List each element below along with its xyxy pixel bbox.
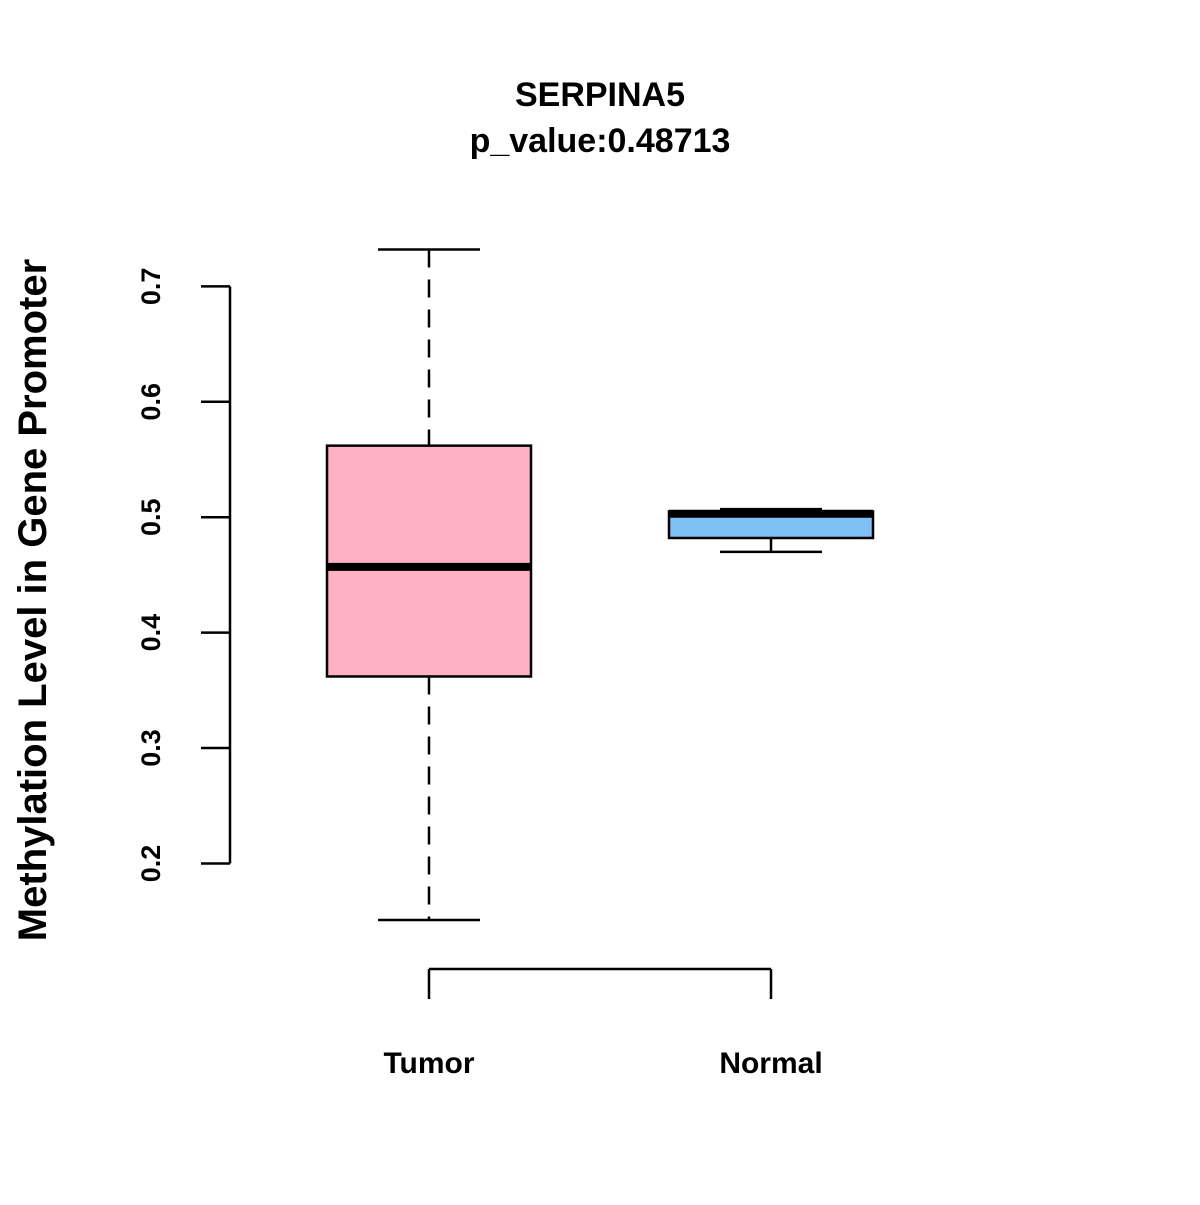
box-normal xyxy=(667,507,875,554)
iqr-box xyxy=(325,444,533,678)
chart-title: SERPINA5 xyxy=(515,76,685,114)
x-axis: Tumor Normal xyxy=(383,967,823,1080)
box-tumor xyxy=(325,248,533,922)
y-tick-label: 0.2 xyxy=(136,845,166,883)
chart-subtitle: p_value:0.48713 xyxy=(470,122,731,160)
x-tick-label: Tumor xyxy=(383,1047,474,1080)
y-tick-label: 0.3 xyxy=(136,729,166,767)
y-tick-label: 0.4 xyxy=(136,614,166,652)
boxes-group xyxy=(325,248,875,922)
x-tick-label: Normal xyxy=(719,1047,822,1080)
y-tick-label: 0.5 xyxy=(136,498,166,536)
y-axis: 0.2 0.3 0.4 0.5 0.6 0.7 xyxy=(136,268,232,883)
y-tick-label: 0.6 xyxy=(136,383,166,421)
y-axis-label: Methylation Level in Gene Promoter xyxy=(11,259,55,941)
y-tick-label: 0.7 xyxy=(136,268,166,306)
